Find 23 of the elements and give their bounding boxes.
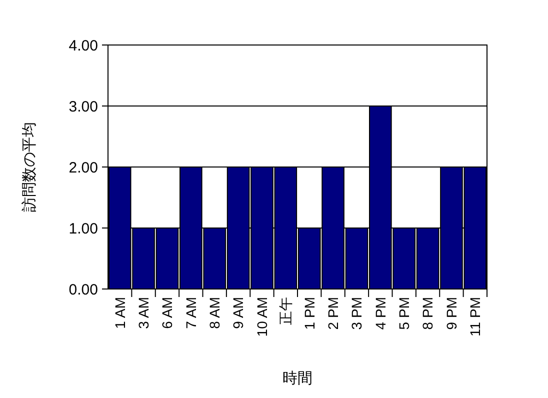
x-tick-label: 4 PM: [372, 297, 388, 330]
x-tick-label: 5 PM: [396, 297, 412, 330]
x-tick-label: 1 AM: [112, 297, 128, 329]
x-tick-label: 1 PM: [301, 297, 318, 330]
y-tick-label: 1.00: [68, 220, 98, 238]
y-axis-title: 訪問数の平均: [21, 122, 38, 212]
x-tick-label: 10 AM: [254, 297, 270, 337]
x-tick-label: 8 AM: [206, 297, 222, 329]
x-tick-label: 正午: [278, 297, 294, 325]
x-tick-label: 11 PM: [467, 297, 484, 336]
x-tick-label: 2 PM: [324, 297, 341, 330]
x-tick-label: 9 AM: [230, 297, 246, 329]
y-tick-label: 0.00: [68, 281, 98, 298]
y-tick-label: 3.00: [68, 98, 98, 116]
x-tick-label: 9 PM: [443, 297, 460, 330]
y-tick-label: 2.00: [68, 159, 98, 176]
x-tick-label: 8 PM: [420, 297, 436, 330]
x-tick-label: 6 AM: [159, 297, 176, 329]
y-tick-label: 4.00: [68, 37, 98, 54]
x-tick-label: 3 AM: [135, 297, 152, 329]
x-tick-label: 3 PM: [348, 297, 365, 330]
x-axis-title: 時間: [282, 370, 312, 387]
x-tick-label: 7 AM: [182, 297, 199, 329]
